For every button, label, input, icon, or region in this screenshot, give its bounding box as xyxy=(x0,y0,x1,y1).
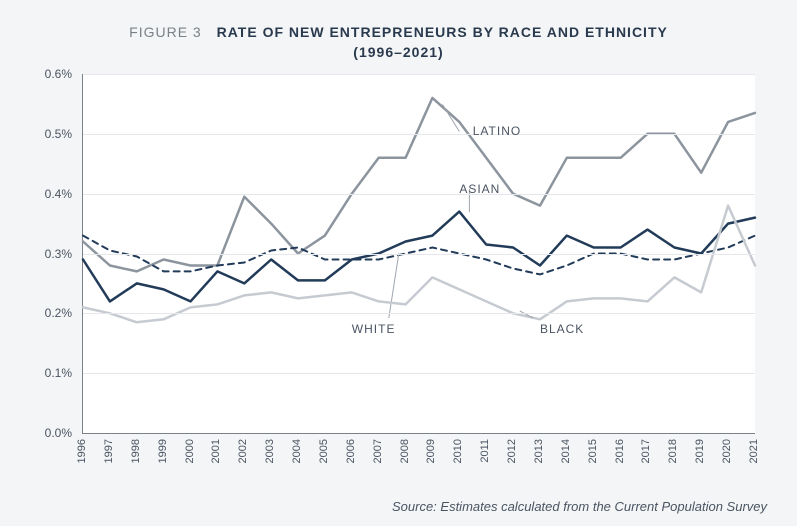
x-tick-label: 2006 xyxy=(345,439,357,463)
x-axis: 1996199719981999200020012002200320042005… xyxy=(82,436,755,466)
x-tick-label: 2020 xyxy=(721,439,733,463)
x-tick-label: 2001 xyxy=(210,439,222,463)
x-tick-label: 2002 xyxy=(237,439,249,463)
y-tick-label: 0.4% xyxy=(45,187,72,201)
x-tick-label: 2008 xyxy=(399,439,411,463)
gridline xyxy=(83,254,755,255)
plot-area: LATINOASIANWHITEBLACK xyxy=(82,74,755,434)
x-tick-label: 2000 xyxy=(184,439,196,463)
gridline xyxy=(83,313,755,314)
figure-container: FIGURE 3 RATE OF NEW ENTREPRENEURS BY RA… xyxy=(0,0,797,526)
x-tick-label: 2010 xyxy=(452,439,464,463)
source-text: Source: Estimates calculated from the Cu… xyxy=(392,499,767,514)
y-tick-label: 0.1% xyxy=(45,366,72,380)
figure-subtitle: (1996–2021) xyxy=(30,44,767,60)
x-tick-label: 1999 xyxy=(157,439,169,463)
x-tick-label: 1998 xyxy=(130,439,142,463)
x-tick-label: 2004 xyxy=(291,439,303,463)
x-tick-label: 2007 xyxy=(372,439,384,463)
gridline xyxy=(83,74,755,75)
x-tick-label: 2015 xyxy=(587,439,599,463)
chart: 0.0%0.1%0.2%0.3%0.4%0.5%0.6% LATINOASIAN… xyxy=(30,74,767,464)
gridline xyxy=(83,134,755,135)
x-tick-label: 2018 xyxy=(667,439,679,463)
figure-label: FIGURE 3 xyxy=(129,24,202,40)
x-tick-label: 1997 xyxy=(103,439,115,463)
y-tick-label: 0.3% xyxy=(45,247,72,261)
callout-line-latino xyxy=(443,105,460,132)
y-tick-label: 0.5% xyxy=(45,127,72,141)
figure-title: RATE OF NEW ENTREPRENEURS BY RACE AND ET… xyxy=(217,24,668,40)
x-tick-label: 2013 xyxy=(533,439,545,463)
gridline xyxy=(83,373,755,374)
title-block: FIGURE 3 RATE OF NEW ENTREPRENEURS BY RA… xyxy=(30,24,767,60)
series-line-white xyxy=(83,236,755,275)
y-axis: 0.0%0.1%0.2%0.3%0.4%0.5%0.6% xyxy=(30,74,78,434)
x-tick-label: 2014 xyxy=(560,439,572,463)
y-tick-label: 0.0% xyxy=(45,426,72,440)
gridline xyxy=(83,194,755,195)
x-tick-label: 2017 xyxy=(640,439,652,463)
series-line-asian xyxy=(83,212,755,302)
x-tick-label: 2021 xyxy=(748,439,760,463)
callout-line-white xyxy=(389,254,399,319)
x-tick-label: 2005 xyxy=(318,439,330,463)
x-tick-label: 2016 xyxy=(614,439,626,463)
x-tick-label: 1996 xyxy=(76,439,88,463)
x-tick-label: 2019 xyxy=(694,439,706,463)
x-tick-label: 2003 xyxy=(264,439,276,463)
x-tick-label: 2012 xyxy=(506,439,518,463)
x-tick-label: 2011 xyxy=(479,439,491,463)
y-tick-label: 0.6% xyxy=(45,67,72,81)
x-tick-label: 2009 xyxy=(425,439,437,463)
y-tick-label: 0.2% xyxy=(45,306,72,320)
series-line-latino xyxy=(83,98,755,272)
